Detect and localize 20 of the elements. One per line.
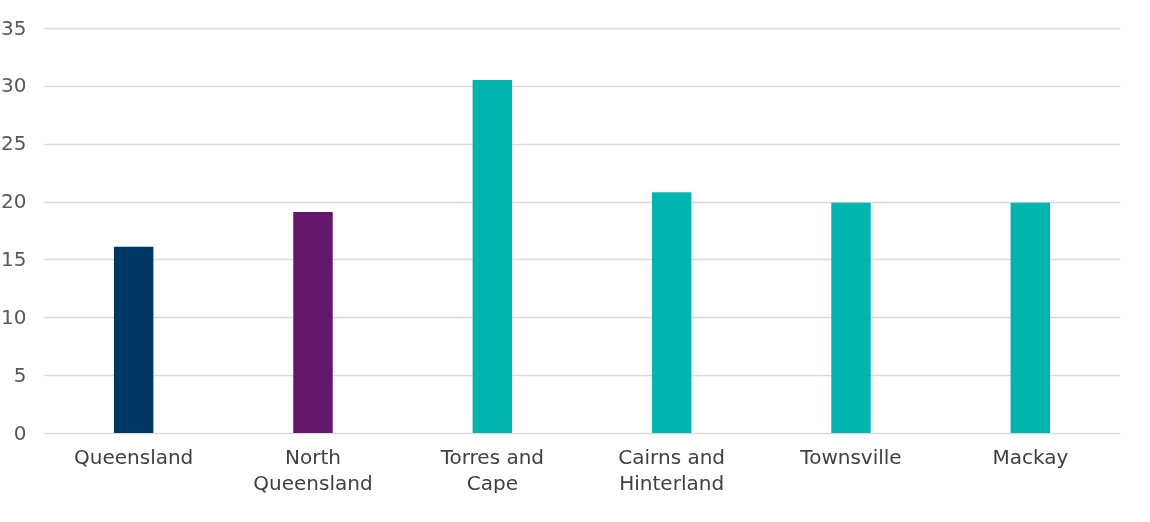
- bar: [293, 211, 333, 433]
- x-tick-label: Torres and Cape: [439, 444, 545, 495]
- bar: [651, 192, 692, 433]
- y-tick-label: 0: [13, 420, 27, 445]
- y-tick-label: 15: [1, 246, 27, 271]
- y-tick-label: 30: [1, 73, 27, 98]
- y-tick-label: 25: [1, 131, 27, 156]
- bar: [831, 202, 871, 433]
- bar: [1010, 202, 1051, 433]
- bar: [472, 80, 513, 433]
- x-tick-label: North Queensland: [253, 444, 373, 495]
- y-tick-label: 5: [13, 362, 27, 387]
- x-tick-label: Townsville: [799, 444, 902, 469]
- y-tick-label: 10: [1, 304, 27, 329]
- x-tick-label: Cairns and Hinterland: [618, 444, 726, 495]
- x-tick-label: Queensland: [74, 444, 194, 469]
- bar: [113, 246, 154, 433]
- x-tick-label: Mackay: [992, 444, 1069, 469]
- y-tick-label: 35: [1, 15, 27, 40]
- y-tick-label: 20: [1, 189, 27, 214]
